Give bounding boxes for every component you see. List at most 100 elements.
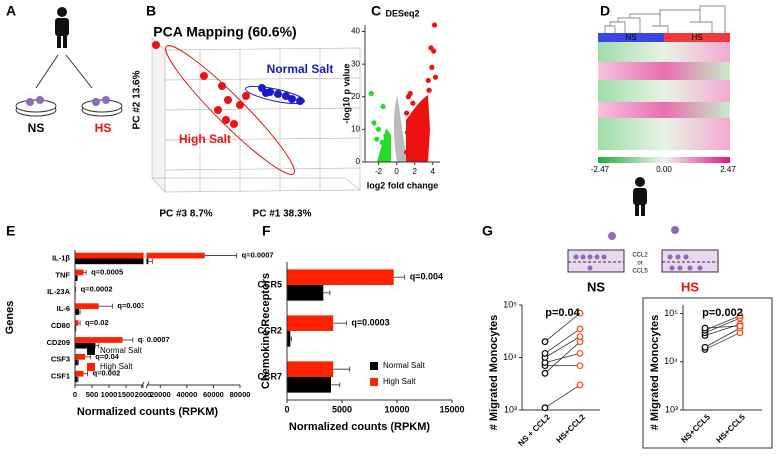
category-label: CD80 (51, 321, 70, 330)
bar (75, 275, 78, 282)
point (431, 22, 438, 28)
y-axis-label: # Migrated Monocytes (649, 315, 661, 431)
pca-box (151, 37, 361, 193)
x-tick-label: 0 (73, 390, 77, 399)
point (576, 362, 584, 370)
category-label: TNF (55, 270, 70, 279)
point (576, 333, 584, 341)
pair-line (544, 341, 581, 374)
bar (75, 269, 84, 276)
point (374, 136, 380, 142)
annotation: q=0.0007 (242, 251, 274, 260)
point (432, 74, 439, 80)
point (405, 94, 411, 100)
x-tick-label: HS+CCL2 (555, 412, 588, 445)
bar (287, 315, 334, 331)
annotation: q=0.002 (93, 369, 121, 378)
point (429, 64, 435, 71)
bar (287, 331, 291, 347)
pair-line (704, 325, 741, 329)
x-axis-label: Normalized counts (RPKM) (289, 421, 431, 433)
y-tick-label: 10⁴ (503, 352, 517, 362)
point (368, 90, 374, 97)
point (417, 133, 423, 139)
point (404, 130, 411, 136)
dish-ns (15, 96, 57, 117)
pair-line (544, 328, 581, 354)
color-scale (598, 157, 730, 163)
y-tick-label: 40 (351, 27, 360, 36)
point (411, 146, 417, 152)
pca-points-hs (152, 41, 250, 128)
x-axis-label: log2 fold change (367, 180, 439, 190)
y-tick-label: 10 (351, 124, 360, 133)
y-tick-label: 0 (356, 157, 361, 166)
point (406, 139, 412, 146)
annotation: q=0.0007 (138, 335, 170, 344)
point (576, 349, 584, 357)
x-tick-label: NS+CCL5 (680, 412, 713, 445)
bar (75, 337, 123, 343)
legend-label: Normal Salt (383, 361, 426, 370)
axis-label: PC #3 8.7% (159, 209, 212, 220)
person-icon (633, 177, 647, 216)
x-tick-label: 0 (284, 404, 289, 414)
x-tick-label: 60000 (203, 390, 224, 399)
category-label: IL-23A (47, 287, 71, 296)
ellipse-ns (245, 85, 305, 105)
point (383, 133, 389, 139)
legend-swatch (87, 347, 95, 355)
bar (287, 377, 331, 393)
point (384, 146, 390, 152)
arrows (35, 54, 93, 89)
point (576, 325, 584, 333)
pair-line (704, 332, 741, 350)
y-axis-label: # Migrated Monocytes (488, 315, 500, 431)
point (410, 100, 416, 106)
y-tick-label: 30 (351, 59, 360, 68)
pca-points-ns (258, 84, 304, 105)
x-tick-label: 500 (86, 390, 99, 399)
bar (75, 359, 78, 366)
y-tick-label: 10³ (665, 404, 678, 414)
point (380, 103, 386, 110)
point (422, 100, 429, 106)
pair-line (704, 317, 741, 334)
y-axis-label: -log10 p value (341, 63, 351, 123)
category-label: CSF1 (51, 372, 70, 381)
panel-label: A (6, 3, 16, 19)
x-tick-label: 5000 (332, 404, 352, 414)
x-tick-label: 2 (412, 167, 417, 176)
y-tick-label: 20 (351, 92, 360, 101)
pair-line (544, 336, 581, 358)
bar (287, 285, 324, 301)
point (736, 312, 744, 320)
group-label: Normal Salt (267, 62, 334, 76)
group-bar-hs (664, 33, 730, 42)
x-tick-label: 1500 (118, 390, 135, 399)
point (421, 120, 427, 126)
annotation: q=0.0003 (351, 318, 389, 328)
point (371, 120, 377, 126)
bar (75, 320, 79, 326)
x-tick-label: 80000 (230, 390, 251, 399)
legend-swatch (370, 362, 378, 370)
annotation: p=0.04 (545, 307, 580, 319)
stimulus-label: CCL2 (632, 253, 648, 259)
group-label: HS (95, 121, 112, 135)
x-tick-label: NS + CCL2 (516, 412, 552, 448)
group-label: HS (681, 279, 699, 294)
pair-line (544, 312, 581, 343)
transwell-hs (661, 226, 719, 273)
bar (75, 252, 205, 259)
y-axis-label: Genes (4, 301, 16, 335)
legend-swatch (87, 363, 95, 371)
x-tick-label: 20000 (150, 390, 171, 399)
point (379, 139, 385, 146)
category-label: IL-1β (52, 253, 70, 262)
annotation: q=0.003 (117, 301, 145, 310)
y-tick-label: 10³ (504, 404, 517, 414)
category-label: CSF3 (51, 355, 70, 364)
point (408, 123, 414, 129)
